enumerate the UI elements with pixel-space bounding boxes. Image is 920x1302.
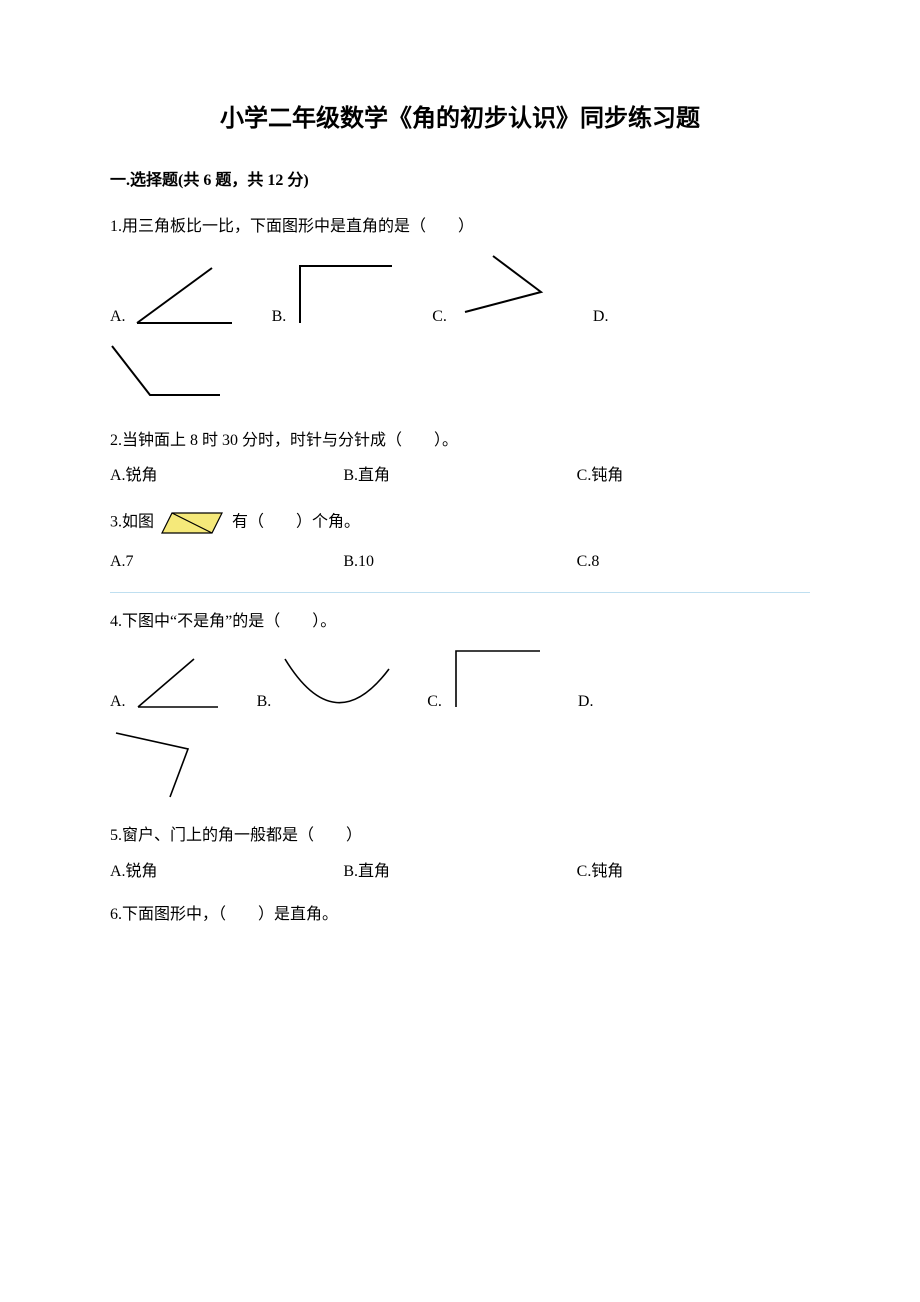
q2-opt-a: A.锐角 [110,463,343,489]
q1-opt-d: D. [593,304,615,330]
q4-text: 4.下图中“不是角”的是（ ）。 [110,609,810,635]
question-6: 6.下面图形中，（ ）是直角。 [110,902,810,928]
q4-fig-a [132,651,227,715]
page-title: 小学二年级数学《角的初步认识》同步练习题 [110,100,810,138]
q3-text-before: 3.如图 [110,513,154,530]
q3-opt-b: B.10 [343,549,576,575]
q1-fig-d [110,340,230,410]
q5-text: 5.窗户、门上的角一般都是（ ） [110,823,810,849]
q4-opt-d: D. [578,689,600,715]
section1-header: 一.选择题(共 6 题，共 12 分) [110,168,810,194]
q1-fig-b [292,260,402,330]
q1-opt-a-label: A. [110,304,126,330]
q3-opt-a: A.7 [110,549,343,575]
q1-opt-b-label: B. [272,304,287,330]
q6-text: 6.下面图形中，（ ）是直角。 [110,902,810,928]
q1-opt-a: A. [110,260,242,330]
q1-text: 1.用三角板比一比，下面图形中是直角的是（ ） [110,214,810,240]
q4-fig-c [448,645,548,715]
q4-fig-d [110,725,220,805]
q1-opt-d-label: D. [593,304,609,330]
q4-opt-a-label: A. [110,689,126,715]
q5-opt-c: C.钝角 [577,859,810,885]
q3-figure-wrap [158,507,228,539]
q5-opt-a: A.锐角 [110,859,343,885]
q3-options: A.7 B.10 C.8 [110,549,810,575]
question-5: 5.窗户、门上的角一般都是（ ） A.锐角 B.直角 C.钝角 [110,823,810,884]
q3-figure [158,507,228,539]
q3-text: 3.如图 有（ ）个角。 [110,507,810,539]
q4-fig-d-wrap [110,725,810,805]
question-3: 3.如图 有（ ）个角。 A.7 B.10 C.8 [110,507,810,575]
q3-opt-c: C.8 [577,549,810,575]
q2-options: A.锐角 B.直角 C.钝角 [110,463,810,489]
q2-opt-b: B.直角 [343,463,576,489]
q4-opt-d-label: D. [578,689,594,715]
q3-text-after: 有（ ）个角。 [232,513,360,530]
q1-opt-b: B. [272,260,403,330]
q1-fig-a [132,260,242,330]
q1-options: A. B. C. D. [110,250,810,340]
q4-opt-b-label: B. [257,689,272,715]
question-1: 1.用三角板比一比，下面图形中是直角的是（ ） A. B. C. D. [110,214,810,410]
q1-fig-c [453,250,563,330]
divider-line [110,592,810,593]
q2-text: 2.当钟面上 8 时 30 分时，时针与分针成（ ）。 [110,428,810,454]
question-2: 2.当钟面上 8 时 30 分时，时针与分针成（ ）。 A.锐角 B.直角 C.… [110,428,810,489]
q4-options: A. B. C. D. [110,645,810,725]
q1-opt-c-label: C. [432,304,447,330]
q4-opt-c: C. [427,645,548,715]
q4-opt-c-label: C. [427,689,442,715]
q5-options: A.锐角 B.直角 C.钝角 [110,859,810,885]
q4-opt-a: A. [110,651,227,715]
q2-opt-c: C.钝角 [577,463,810,489]
q5-opt-b: B.直角 [343,859,576,885]
question-4: 4.下图中“不是角”的是（ ）。 A. B. C. D. [110,609,810,805]
q1-opt-c: C. [432,250,563,330]
q4-fig-b [277,651,397,715]
q1-fig-d-wrap [110,340,810,410]
q4-opt-b: B. [257,651,398,715]
